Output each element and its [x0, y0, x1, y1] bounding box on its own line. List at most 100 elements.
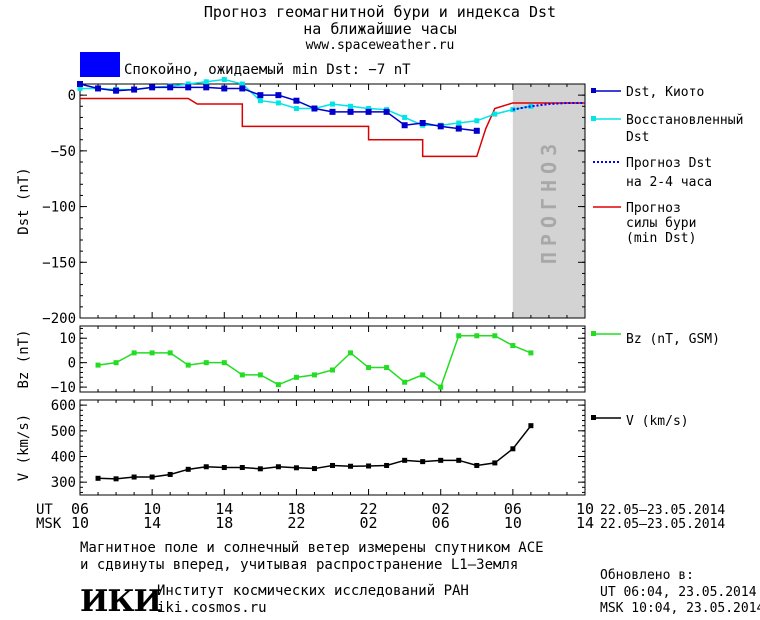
- dst-kyoto-point: [221, 85, 228, 92]
- restored-dst-point: [275, 100, 281, 106]
- dst-kyoto-point: [185, 84, 192, 91]
- ut-label: UT: [36, 502, 53, 518]
- v-point: [131, 474, 137, 480]
- legend-forecast-1: Прогноз Dst: [626, 156, 712, 171]
- restored-dst-point: [330, 101, 335, 107]
- bz-point: [221, 360, 227, 366]
- bz-point: [149, 350, 155, 356]
- dst-kyoto-point: [473, 127, 480, 134]
- dst-tick-label: −200: [42, 311, 76, 327]
- msk-tick-label: 22: [287, 514, 305, 532]
- restored-dst-point: [203, 79, 209, 85]
- restored-dst-point: [492, 111, 498, 117]
- bz-point: [510, 343, 516, 349]
- source-url[interactable]: www.spaceweather.ru: [305, 38, 455, 53]
- updated-ut: UT 06:04, 23.05.2014: [600, 585, 757, 600]
- bz-point: [384, 365, 390, 371]
- dst-kyoto-point: [293, 97, 300, 104]
- dst-forecast-line: [512, 101, 585, 111]
- note-line2: и сдвинуты вперед, учитывая распростране…: [80, 557, 519, 573]
- bz-axis-label: Bz (nT): [16, 329, 32, 388]
- v-point: [456, 457, 462, 463]
- institute-name: Институт космических исследований РАН: [157, 583, 469, 599]
- forecast-band: [512, 84, 585, 318]
- v-point: [366, 463, 372, 469]
- v-point: [113, 476, 119, 482]
- ut-date-range: 22.05–23.05.2014: [600, 503, 725, 518]
- v-point: [185, 466, 191, 472]
- bz-point: [474, 333, 480, 339]
- v-tick-label: 300: [51, 475, 76, 491]
- dst-panel-frame: [79, 83, 586, 319]
- dst-kyoto-point: [275, 92, 282, 99]
- dst-kyoto-point: [383, 108, 390, 115]
- v-point: [221, 465, 227, 471]
- bz-line: [97, 335, 532, 389]
- status-text: Спокойно, ожидаемый min Dst: −7 nT: [124, 62, 411, 78]
- v-point: [239, 465, 245, 471]
- dst-axis-label: Dst (nT): [16, 167, 32, 234]
- bz-tick-label: 10: [59, 331, 76, 347]
- dst-kyoto-legend-marker: [591, 88, 596, 93]
- dst-kyoto-point: [131, 86, 138, 93]
- bz-point: [366, 365, 372, 371]
- ut-tick-label: 18: [287, 500, 305, 518]
- v-point: [167, 471, 173, 477]
- note-line1: Магнитное поле и солнечный ветер измерен…: [80, 540, 544, 556]
- v-point: [311, 466, 317, 472]
- bz-point: [131, 350, 137, 356]
- bz-point: [492, 333, 498, 339]
- msk-tick-label: 10: [71, 514, 89, 532]
- institute-site[interactable]: iki.cosmos.ru: [157, 600, 267, 616]
- restored-dst-point: [293, 106, 299, 112]
- legend-storm-2: силы бури: [626, 216, 696, 231]
- iki-logo[interactable]: ИКИ: [80, 584, 162, 619]
- dst-tick-label: −100: [42, 200, 76, 216]
- restored-dst-point: [257, 98, 263, 104]
- bz-point: [185, 362, 191, 368]
- dst-kyoto-point: [329, 108, 336, 115]
- v-legend-marker: [591, 415, 596, 420]
- v-tick-label: 400: [51, 449, 76, 465]
- restored-dst-point: [528, 103, 534, 109]
- forecast-band-label: ПРОГНОЗ: [537, 138, 561, 264]
- dst-kyoto-point: [113, 87, 120, 94]
- ut-tick-label: 06: [504, 500, 522, 518]
- legend-forecast-2: на 2-4 часа: [626, 175, 712, 190]
- v-point: [348, 463, 354, 469]
- msk-date-range: 22.05–23.05.2014: [600, 517, 725, 532]
- dst-tick-label: 0: [68, 88, 76, 104]
- storm-forecast-line: [80, 97, 585, 158]
- dst-kyoto-point: [419, 120, 426, 126]
- legend-dst-kyoto: Dst, Киото: [626, 85, 704, 100]
- legend-bz: Bz (nT, GSM): [626, 332, 720, 347]
- bz-point: [420, 372, 426, 378]
- ut-tick-label: 02: [432, 500, 450, 518]
- msk-tick-label: 02: [360, 514, 378, 532]
- restored-dst-point: [402, 114, 408, 120]
- v-point: [293, 465, 299, 471]
- v-point: [384, 462, 390, 468]
- v-axis-label: V (km/s): [16, 414, 32, 481]
- v-point: [149, 474, 155, 480]
- bz-point: [167, 350, 173, 356]
- v-point: [95, 475, 101, 481]
- v-point: [510, 446, 516, 452]
- v-point: [402, 457, 408, 463]
- bz-point: [330, 367, 335, 373]
- v-point: [492, 460, 498, 466]
- ut-tick-label: 22: [360, 500, 378, 518]
- restored-dst-point: [456, 120, 462, 126]
- restored-dst-point: [221, 77, 227, 83]
- msk-tick-label: 14: [576, 514, 594, 532]
- restored-dst-point: [348, 103, 354, 109]
- bz-point: [402, 379, 408, 385]
- dst-kyoto-point: [203, 84, 210, 91]
- dst-kyoto-point: [455, 125, 462, 132]
- v-panel-frame: [79, 399, 586, 496]
- updated-label: Обновлено в:: [600, 568, 694, 583]
- legend-storm-3: (min Dst): [626, 231, 696, 246]
- bz-point: [311, 372, 317, 378]
- bz-point: [113, 360, 119, 366]
